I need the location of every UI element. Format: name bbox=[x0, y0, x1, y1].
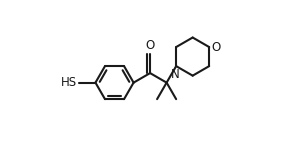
Text: O: O bbox=[146, 39, 155, 52]
Text: O: O bbox=[211, 41, 220, 54]
Text: HS: HS bbox=[61, 76, 78, 89]
Text: N: N bbox=[171, 68, 180, 81]
